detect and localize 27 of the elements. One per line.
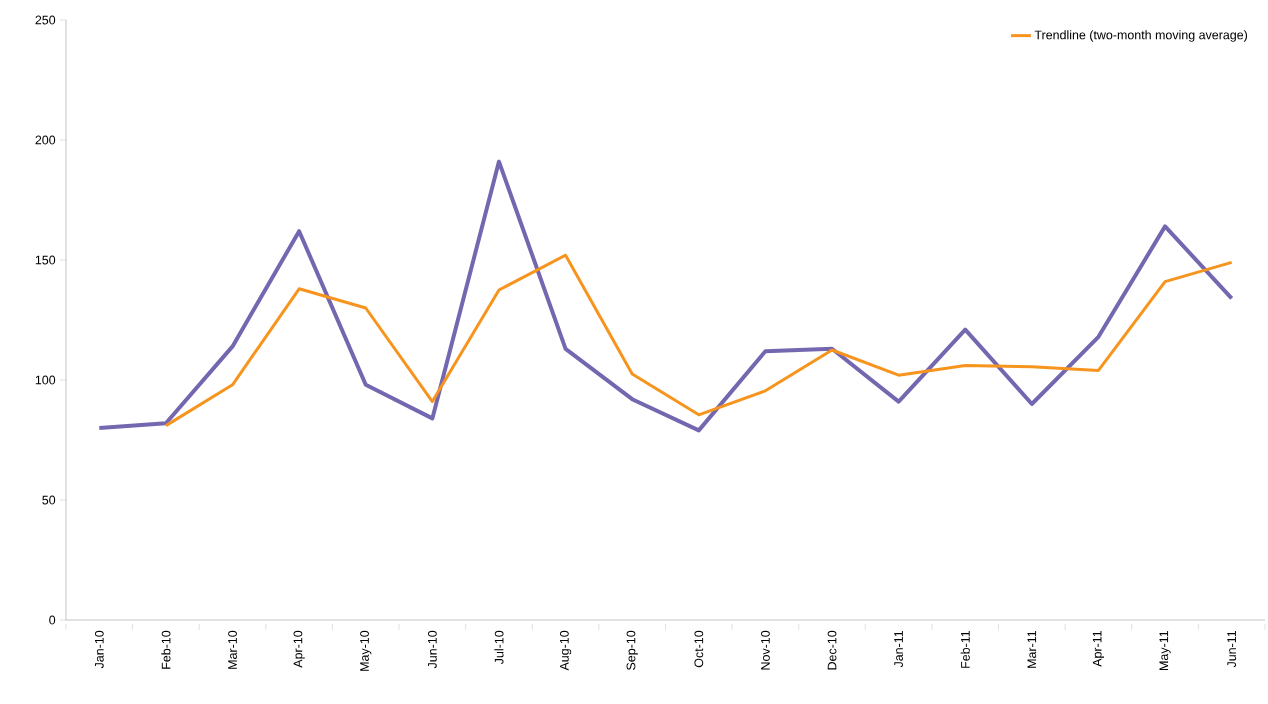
legend-label: Trendline (two-month moving average) [1034,30,1248,42]
y-tick-label: 100 [35,375,56,385]
x-tick-label: Feb-11 [960,630,970,668]
x-tick-label: May-10 [360,630,372,671]
x-tick-label: Jul-10 [494,630,504,665]
x-tick-label: Mar-10 [228,630,237,669]
x-tick-label: May-11 [1159,630,1171,670]
x-tick-label: Oct-10 [694,630,704,668]
x-tick-label: Aug-10 [559,630,572,671]
x-tick-label: Jun-11 [1227,630,1237,668]
x-tick-label: Jan-10 [94,630,104,669]
line-series [97,159,1234,433]
y-tick-label: 150 [35,255,56,265]
y-tick-label: 0 [49,615,56,625]
x-tick-label: Apr-10 [293,630,305,668]
x-tick-label: Jun-10 [427,630,437,669]
y-tick-label: 200 [35,135,56,145]
line-series [164,253,1234,428]
x-tick-label: Dec-10 [827,630,837,670]
y-tick-label: 50 [42,495,56,505]
x-tick-label: Nov-10 [761,630,770,670]
y-tick-label: 250 [35,15,56,25]
x-tick-label: Feb-10 [161,630,171,669]
x-tick-label: Sep-10 [626,630,638,670]
x-tick-label: Mar-11 [1027,630,1037,668]
x-tick-label: Apr-11 [1092,630,1105,667]
x-tick-label: Jan-11 [894,630,903,668]
